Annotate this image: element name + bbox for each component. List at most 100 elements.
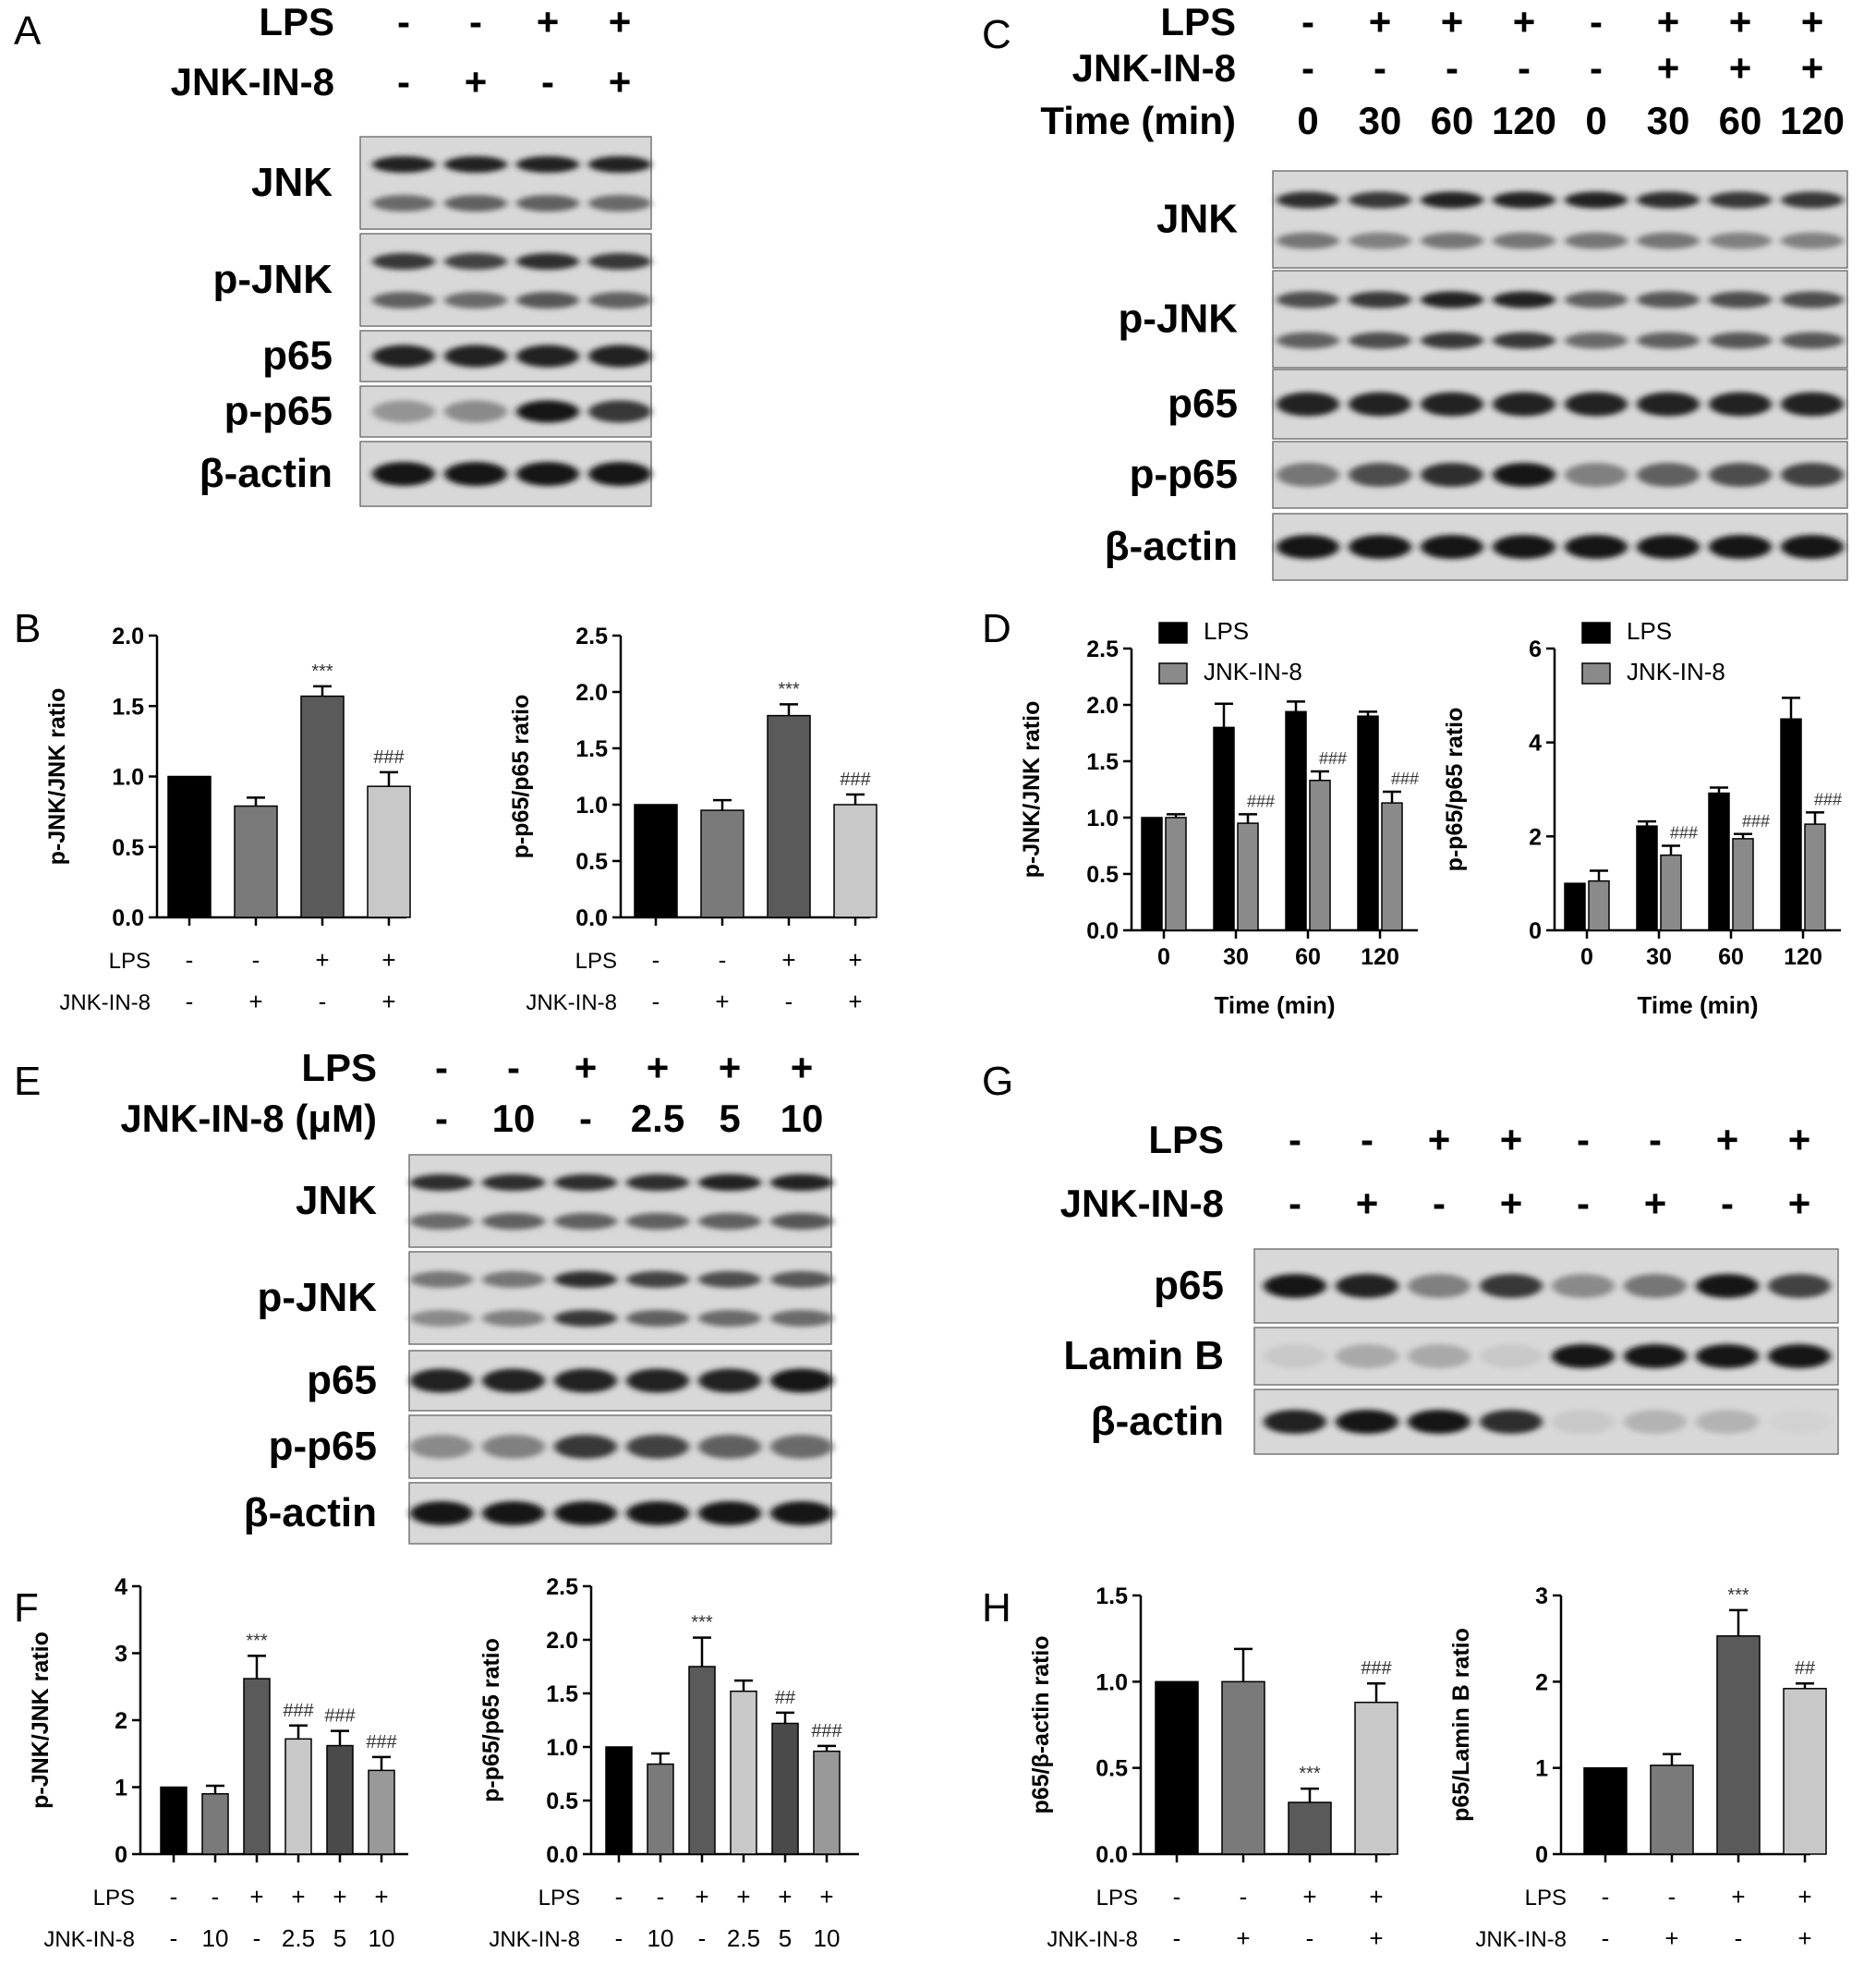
y-tick-label: 0.0 xyxy=(546,1842,578,1868)
condition-value: - xyxy=(657,1883,665,1910)
y-axis-label: p-JNK/JNK ratio xyxy=(44,688,70,866)
significance-mark: ### xyxy=(811,1721,842,1741)
bar xyxy=(1141,817,1163,931)
condition-label: LPS xyxy=(1096,1886,1138,1910)
condition-label: JNK-IN-8 xyxy=(43,1927,135,1952)
condition-label: LPS xyxy=(1525,1886,1567,1910)
blot-band xyxy=(698,1271,761,1288)
header-value: 2.5 xyxy=(631,1097,684,1140)
blot-band xyxy=(1480,1410,1543,1434)
header-value: + xyxy=(1788,1118,1811,1161)
blot-band xyxy=(1336,1274,1398,1298)
condition-value: - xyxy=(652,988,660,1015)
header-value: + xyxy=(1657,46,1680,90)
blot-band xyxy=(1781,232,1844,249)
y-tick-label: 0.0 xyxy=(112,905,144,931)
blot-band xyxy=(1637,535,1700,559)
header-value: - xyxy=(1590,0,1603,43)
bar xyxy=(1660,854,1682,931)
blot-band xyxy=(410,1310,473,1327)
chart-B2: 0.0 0.5 1.0 1.5 2.0 2.5 p-p65/p65 ratio *** ### L… xyxy=(508,624,877,1015)
blot-band xyxy=(626,1368,689,1393)
blot-band xyxy=(626,1435,689,1459)
blot-row-label: Lamin B xyxy=(1063,1333,1224,1378)
blot-band xyxy=(554,1174,617,1191)
header-value: + xyxy=(1369,0,1392,43)
blot-band xyxy=(1552,1274,1615,1298)
blot-band xyxy=(410,1368,473,1393)
bar xyxy=(1354,1701,1398,1855)
header-value: 0 xyxy=(1585,99,1606,142)
header-value: + xyxy=(1500,1182,1523,1225)
x-tick-label: 0 xyxy=(1580,944,1593,970)
condition-label: JNK-IN-8 xyxy=(1475,1927,1567,1952)
blot-band xyxy=(1709,463,1772,487)
condition-value: + xyxy=(1664,1924,1678,1952)
header-value: + xyxy=(791,1046,814,1089)
condition-value: + xyxy=(374,1883,388,1910)
blot-band xyxy=(1349,232,1411,249)
blot-row-label: p-p65 xyxy=(224,389,333,434)
significance-mark: *** xyxy=(1299,1764,1321,1784)
blot-band xyxy=(410,1213,473,1230)
header-value: + xyxy=(1801,0,1824,43)
y-tick-label: 1.0 xyxy=(1095,1669,1128,1695)
condition-value: + xyxy=(819,1883,833,1910)
significance-mark: ### xyxy=(366,1732,397,1753)
blot-band xyxy=(410,1271,473,1288)
header-value: 30 xyxy=(1359,99,1402,142)
header-value: + xyxy=(465,60,488,103)
y-tick-label: 2.0 xyxy=(575,680,608,706)
header-value: + xyxy=(1801,46,1824,90)
legend-label: LPS xyxy=(1627,617,1672,645)
y-tick-label: 1.0 xyxy=(1086,806,1119,831)
bar xyxy=(1213,726,1235,931)
blot-band xyxy=(1624,1344,1687,1368)
y-axis-label: p65/Lamin B ratio xyxy=(1448,1628,1474,1822)
header-value: - xyxy=(579,1097,592,1140)
header-value: + xyxy=(1657,0,1680,43)
condition-value: + xyxy=(315,946,329,974)
blot-band xyxy=(482,1310,545,1327)
significance-mark: ### xyxy=(1361,1658,1392,1679)
chart-F1: 0 1 2 3 4 p-JNK/JNK ratio *** ### ### ### LPS - - + + +… xyxy=(28,1574,408,1952)
condition-value: - xyxy=(1668,1883,1676,1910)
blot-band xyxy=(1565,332,1628,349)
blot-band xyxy=(444,292,507,309)
blot-band xyxy=(516,400,579,423)
header-value: + xyxy=(719,1046,742,1089)
blot-band xyxy=(482,1368,545,1393)
significance-mark: *** xyxy=(1727,1585,1749,1606)
blot-band xyxy=(554,1435,617,1459)
legend-label: JNK-IN-8 xyxy=(1204,658,1302,685)
blot-band xyxy=(626,1271,689,1288)
significance-mark: ### xyxy=(1814,790,1842,808)
y-tick-label: 1.5 xyxy=(1086,749,1119,775)
bar xyxy=(326,1744,354,1855)
condition-value: + xyxy=(1369,1883,1383,1910)
bar xyxy=(1708,792,1730,931)
blot-band xyxy=(1421,392,1483,417)
blot-band xyxy=(554,1368,617,1393)
condition-value: 5 xyxy=(779,1924,792,1952)
blot-band xyxy=(482,1271,545,1288)
condition-value: + xyxy=(249,1883,263,1910)
blot-band xyxy=(1781,291,1844,309)
bar xyxy=(1221,1680,1265,1855)
blot-band xyxy=(1421,535,1483,559)
blot-band xyxy=(1637,463,1700,487)
y-tick-label: 1.5 xyxy=(575,736,608,762)
bar xyxy=(634,804,678,918)
blot-band xyxy=(1781,191,1844,209)
blot-band xyxy=(1552,1344,1615,1368)
blot-band xyxy=(1264,1274,1326,1298)
y-tick-label: 1 xyxy=(115,1776,127,1801)
condition-value: + xyxy=(381,946,395,974)
condition-value: - xyxy=(615,1883,623,1910)
condition-value: - xyxy=(1240,1883,1248,1910)
condition-value: + xyxy=(1797,1924,1811,1952)
blot-band xyxy=(770,1213,833,1230)
blot-band xyxy=(1696,1410,1759,1434)
blot-band xyxy=(372,156,435,173)
